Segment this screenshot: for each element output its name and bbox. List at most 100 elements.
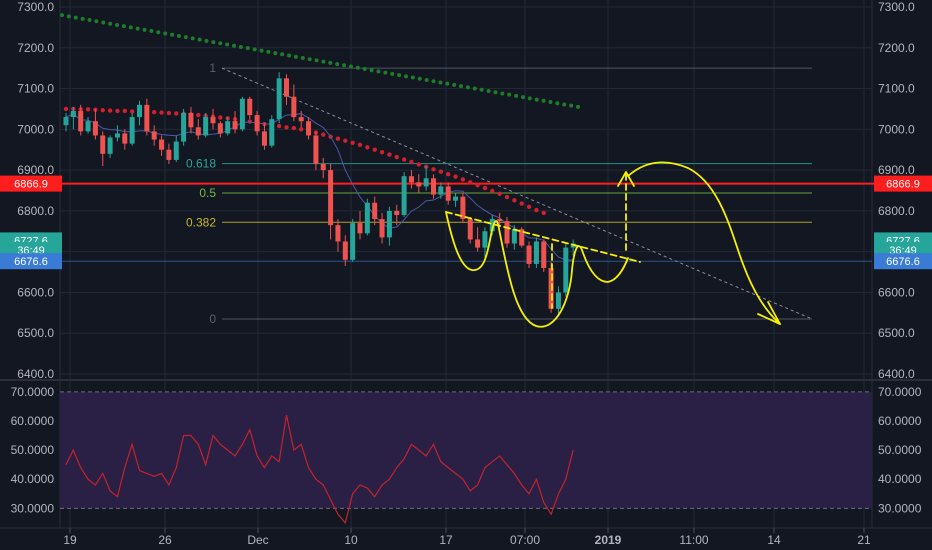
rsi-tick-label-right: 50.0000 bbox=[878, 443, 922, 457]
blue-ma-line bbox=[65, 113, 574, 261]
x-tick-label: 17 bbox=[439, 533, 453, 547]
fib-level-label: 0 bbox=[209, 312, 216, 326]
green-ma-point bbox=[527, 96, 532, 101]
candle-body bbox=[453, 196, 459, 201]
candle-body bbox=[431, 178, 436, 195]
y-tick-label-left: 6900.0 bbox=[17, 163, 54, 177]
green-ma-point bbox=[576, 104, 580, 109]
candle-body bbox=[232, 121, 238, 130]
candle-body bbox=[423, 178, 429, 187]
rsi-panel bbox=[60, 391, 872, 525]
candle-body bbox=[284, 78, 289, 97]
candle-body bbox=[254, 115, 260, 132]
y-tick-label-right: 6500.0 bbox=[878, 326, 915, 340]
price-tag-label: 6866.9 bbox=[14, 179, 48, 191]
green-ma-point bbox=[376, 69, 381, 74]
rsi-tick-label-right: 60.0000 bbox=[878, 414, 922, 428]
candle-body bbox=[511, 229, 517, 244]
candle-body bbox=[173, 141, 179, 160]
candle-body bbox=[460, 196, 466, 220]
green-ma-point bbox=[232, 43, 236, 48]
green-ma-point bbox=[170, 32, 175, 37]
x-tick-label: 07:00 bbox=[510, 533, 540, 547]
green-ma-point bbox=[135, 26, 140, 31]
rsi-tick-label-left: 40.0000 bbox=[11, 472, 55, 486]
red-ma-point bbox=[159, 110, 164, 115]
y-tick-label-left: 6500.0 bbox=[17, 326, 54, 340]
candle-body bbox=[107, 137, 113, 154]
y-tick-label-left: 7300.0 bbox=[17, 0, 54, 14]
red-ma-point bbox=[129, 109, 135, 114]
green-ma-point bbox=[266, 49, 271, 54]
green-ma-point bbox=[424, 77, 429, 82]
red-ma-point bbox=[100, 107, 105, 113]
green-ma-point bbox=[128, 25, 133, 30]
candle-body bbox=[379, 219, 385, 238]
candle-body bbox=[497, 219, 503, 222]
annotation-stroke bbox=[445, 211, 641, 263]
green-ma-point bbox=[238, 44, 243, 49]
red-ma-point bbox=[166, 110, 172, 116]
rsi-tick-label-left: 30.0000 bbox=[11, 501, 55, 515]
green-ma-point bbox=[156, 30, 161, 35]
green-ma-point bbox=[534, 97, 539, 102]
red-ma-point bbox=[276, 123, 282, 129]
candle-body bbox=[210, 117, 216, 124]
red-ma-point bbox=[460, 177, 466, 182]
candle-body bbox=[239, 98, 245, 130]
green-ma-point bbox=[479, 87, 484, 92]
green-ma-point bbox=[348, 64, 353, 69]
candle-body bbox=[526, 245, 532, 264]
green-ma-point bbox=[555, 101, 560, 106]
candle-body bbox=[85, 121, 91, 132]
red-ma-point bbox=[482, 185, 488, 191]
green-ma-point bbox=[300, 55, 305, 60]
candle-body bbox=[350, 223, 356, 260]
red-ma-point bbox=[394, 154, 399, 160]
x-tick-label: 11:00 bbox=[679, 533, 708, 547]
red-ma-point bbox=[453, 174, 458, 179]
green-ma-point bbox=[80, 16, 85, 21]
price-tag-box bbox=[874, 253, 932, 270]
candle-body bbox=[313, 135, 319, 164]
green-ma-point bbox=[245, 46, 250, 51]
red-ma-point bbox=[512, 198, 517, 203]
candle-body bbox=[394, 210, 400, 215]
candle-body bbox=[225, 121, 231, 134]
x-tick-label: 2019 bbox=[595, 533, 622, 547]
candle-body bbox=[489, 219, 495, 232]
candle-body bbox=[159, 139, 165, 150]
green-ma-point bbox=[569, 103, 574, 108]
green-ma-point bbox=[87, 18, 92, 23]
candle-body bbox=[78, 110, 84, 132]
candle-body bbox=[364, 202, 370, 234]
y-tick-label-left: 6600.0 bbox=[17, 285, 54, 299]
red-ma-point bbox=[107, 108, 113, 113]
green-ma-point bbox=[355, 65, 360, 70]
candle-body bbox=[151, 131, 157, 140]
green-ma-point bbox=[541, 98, 546, 103]
y-tick-label-right: 6400.0 bbox=[878, 367, 915, 381]
red-ma-point bbox=[115, 108, 120, 114]
green-ma-point bbox=[287, 53, 292, 58]
red-ma-point bbox=[431, 167, 436, 172]
candle-body bbox=[298, 117, 304, 122]
red-ma-point bbox=[468, 180, 473, 185]
rsi-band bbox=[60, 391, 872, 509]
candle-body bbox=[541, 241, 547, 268]
candle-body bbox=[114, 133, 120, 138]
green-ma-point bbox=[362, 66, 367, 71]
green-ma-point bbox=[183, 35, 188, 40]
candle-body bbox=[291, 96, 297, 118]
y-tick-label-right: 7200.0 bbox=[878, 41, 915, 55]
green-ma-point bbox=[197, 37, 202, 42]
x-tick-label: Dec bbox=[247, 533, 268, 547]
y-tick-label-right: 7000.0 bbox=[878, 122, 915, 136]
green-ma-point bbox=[101, 20, 106, 25]
red-ma-point bbox=[446, 171, 451, 177]
green-ma-point bbox=[108, 21, 113, 26]
green-ma-point bbox=[163, 31, 168, 36]
candle-body bbox=[188, 113, 194, 128]
red-ma-point bbox=[152, 110, 157, 115]
